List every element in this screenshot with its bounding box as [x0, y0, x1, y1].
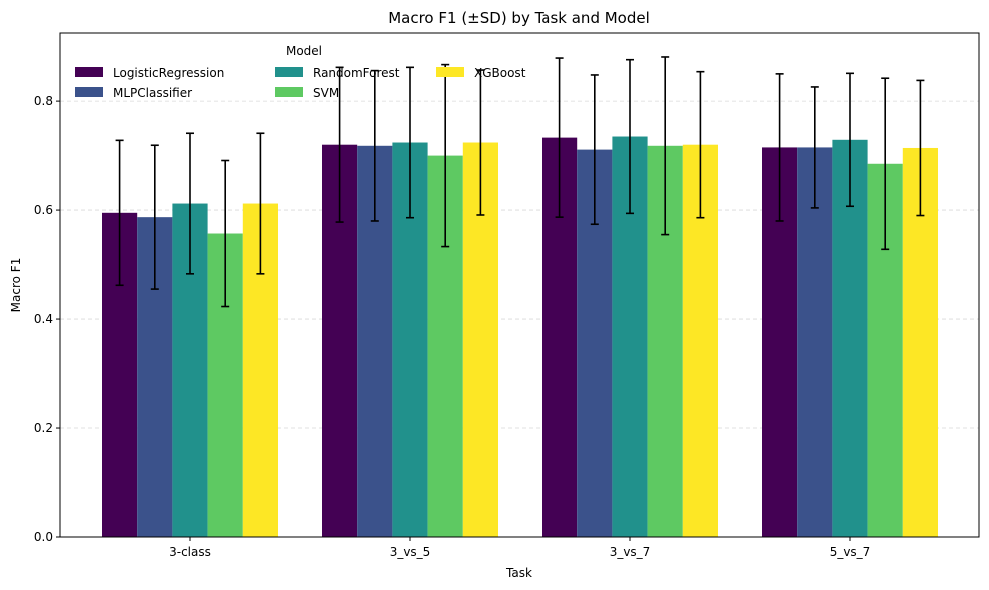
- x-tick-label: 3_vs_5: [390, 545, 431, 559]
- legend-label: LogisticRegression: [113, 66, 224, 80]
- legend-label: RandomForest: [313, 66, 400, 80]
- x-tick-label: 3_vs_7: [610, 545, 651, 559]
- legend-title: Model: [286, 44, 322, 58]
- legend-label: XGBoost: [474, 66, 526, 80]
- bars: [102, 136, 938, 538]
- x-axis: 3-class 3_vs_5 3_vs_7 5_vs_7: [169, 537, 870, 559]
- x-axis-label: Task: [505, 566, 532, 580]
- legend-swatch: [275, 67, 303, 77]
- legend: Model LogisticRegression MLPClassifier Ran…: [75, 44, 526, 100]
- chart-title: Macro F1 (±SD) by Task and Model: [388, 9, 650, 27]
- legend-label: MLPClassifier: [113, 86, 192, 100]
- y-tick-label: 0.4: [34, 312, 53, 326]
- y-tick-label: 0.6: [34, 203, 53, 217]
- y-axis-label: Macro F1: [9, 258, 23, 313]
- legend-swatch: [436, 67, 464, 77]
- legend-swatch: [75, 67, 103, 77]
- bar: [797, 147, 833, 537]
- y-tick-label: 0.0: [34, 530, 53, 544]
- x-tick-label: 3-class: [169, 545, 211, 559]
- legend-swatch: [275, 87, 303, 97]
- y-tick-label: 0.8: [34, 94, 53, 108]
- plot-frame: [59, 32, 980, 538]
- legend-swatch: [75, 87, 103, 97]
- y-axis: 0.0 0.2 0.4 0.6 0.8: [34, 94, 60, 544]
- y-tick-label: 0.2: [34, 421, 53, 435]
- error-bars: [115, 56, 925, 308]
- x-tick-label: 5_vs_7: [830, 545, 871, 559]
- legend-label: SVM: [313, 86, 339, 100]
